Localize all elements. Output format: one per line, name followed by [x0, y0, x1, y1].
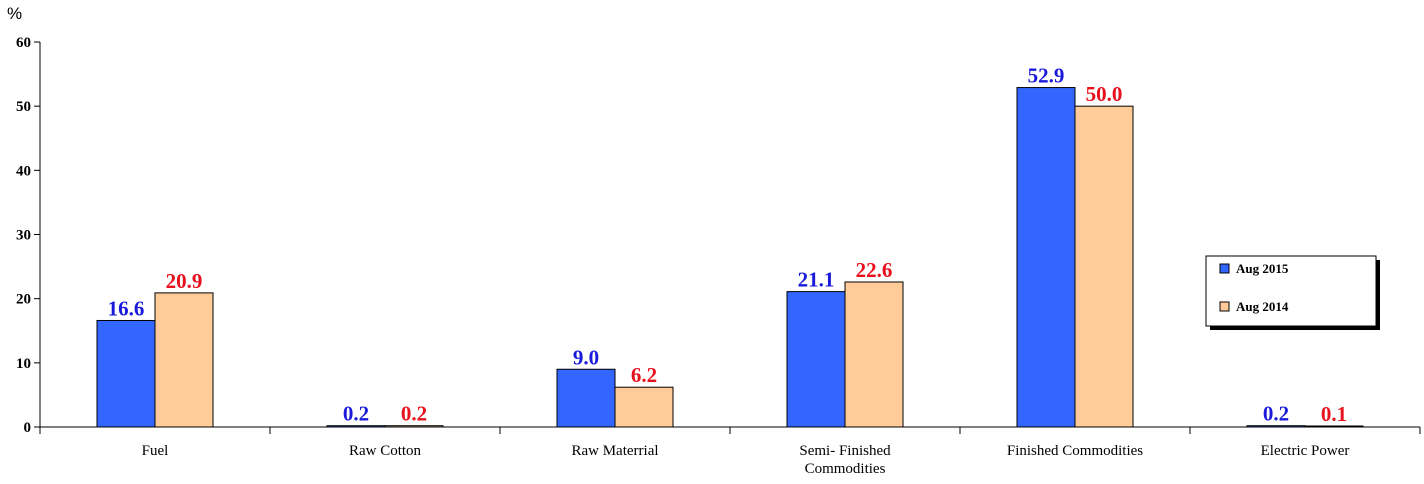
legend-label: Aug 2014: [1236, 299, 1289, 314]
data-label: 0.2: [401, 402, 427, 426]
bar: [844, 281, 904, 428]
data-label: 0.1: [1321, 402, 1347, 426]
legend: Aug 2015 Aug 2014: [1205, 255, 1380, 330]
legend-box: [1205, 255, 1377, 327]
data-labels: 16.6 20.9 0.2 0.2 9.0 6.2 21.1 22.6 52.9 50.0 0.2 0…: [108, 64, 1348, 426]
bar: [96, 319, 156, 428]
data-label: 52.9: [1028, 64, 1065, 88]
y-tick-label: 40: [16, 163, 31, 179]
data-label: 22.6: [856, 258, 893, 282]
x-category-label: Raw Materrial: [571, 443, 658, 459]
data-label: 21.1: [798, 268, 835, 292]
bar: [326, 425, 386, 428]
data-label: 16.6: [108, 296, 145, 320]
legend-label: Aug 2015: [1236, 261, 1289, 276]
x-category-label: Fuel: [142, 443, 169, 459]
x-category-label: Raw Cotton: [349, 443, 422, 459]
bar: [1074, 105, 1134, 428]
bar: [1016, 87, 1076, 428]
bar: [556, 368, 616, 428]
y-tick-label: 60: [16, 35, 31, 51]
bar: [1246, 425, 1306, 428]
bar: [154, 292, 214, 428]
x-category-label: Finished Commodities: [1007, 443, 1143, 459]
x-category-label: Electric Power: [1261, 443, 1350, 459]
y-tick-label: 50: [16, 99, 31, 115]
bar: [614, 386, 674, 428]
y-tick-label: 20: [16, 292, 31, 308]
data-label: 9.0: [573, 345, 599, 369]
bars: [96, 87, 1364, 428]
y-tick-label: 0: [24, 420, 32, 436]
y-tick-label: 30: [16, 228, 31, 244]
bar: [786, 291, 846, 428]
bar: [1304, 425, 1364, 428]
axes: 0 10 20 30 40 50 60% Fuel Raw Cotton Raw Materria…: [7, 4, 1421, 477]
data-label: 20.9: [166, 269, 203, 293]
data-label: 0.2: [343, 402, 369, 426]
data-label: 0.2: [1263, 402, 1289, 426]
y-tick-label: 10: [16, 356, 31, 372]
y-axis-unit-label: %: [7, 4, 22, 23]
bar: [384, 425, 444, 428]
legend-swatch: [1219, 263, 1230, 274]
legend-swatch: [1219, 301, 1230, 312]
x-category-label: Commodities: [805, 461, 886, 477]
data-label: 50.0: [1086, 82, 1123, 106]
x-category-label: Semi- Finished: [799, 443, 891, 459]
data-label: 6.2: [631, 363, 657, 387]
